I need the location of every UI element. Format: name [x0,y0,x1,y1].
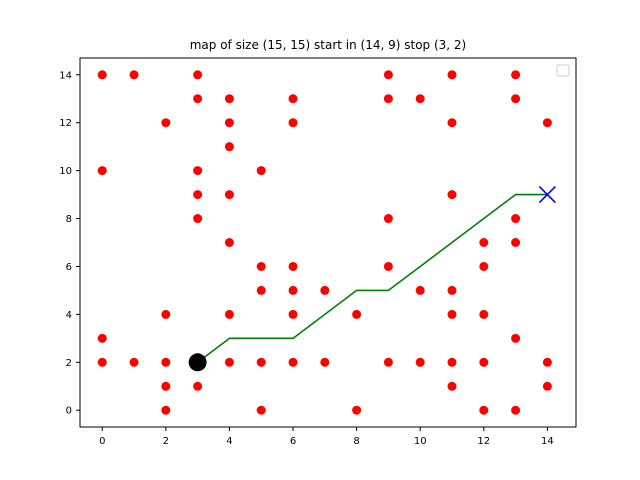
obstacle-point [256,405,266,415]
obstacle-point [288,94,298,104]
x-tick-label: 10 [414,436,427,447]
obstacle-point [224,309,234,319]
obstacle-point [383,214,393,224]
obstacle-point [383,70,393,80]
obstacle-point [288,118,298,128]
obstacle-point [161,309,171,319]
obstacle-point [415,357,425,367]
axes-frame [79,57,577,428]
obstacle-point [97,357,107,367]
obstacle-point [542,381,552,391]
obstacle-point [224,142,234,152]
obstacle-point [479,238,489,247]
obstacle-point [224,94,234,104]
obstacle-point [256,261,266,271]
x-tick-label: 2 [163,436,169,447]
obstacle-point [161,118,171,128]
obstacle-point [161,381,171,391]
obstacle-point [352,309,362,319]
y-tick-label: 12 [59,118,72,129]
y-tick-label: 4 [66,310,72,321]
obstacle-point [224,238,234,247]
obstacle-point [447,118,457,128]
path-line [197,193,548,363]
obstacle-point [415,285,425,295]
obstacle-point [511,405,521,415]
obstacle-point [511,238,521,247]
obstacle-point [161,357,171,367]
obstacle-point [129,70,139,80]
obstacle-point [447,70,457,80]
obstacle-point [447,190,457,200]
obstacle-point [320,285,330,295]
obstacle-point [256,166,266,176]
obstacle-point [193,94,203,104]
obstacle-point [256,285,266,295]
obstacle-point [352,405,362,415]
obstacle-point [288,285,298,295]
obstacle-point [288,309,298,319]
obstacle-point [224,118,234,128]
obstacle-point [511,70,521,80]
obstacle-point [542,118,552,128]
x-tick-label: 4 [226,436,232,447]
x-tick-label: 14 [541,436,554,447]
x-tick-label: 8 [353,436,359,447]
obstacle-point [224,190,234,200]
obstacle-point [129,357,139,367]
y-tick-label: 10 [59,166,72,177]
obstacle-point [447,309,457,319]
obstacle-point [193,381,203,391]
obstacle-point [97,333,107,343]
obstacle-point [447,381,457,391]
y-tick-label: 8 [66,214,72,225]
obstacle-point [511,333,521,343]
y-tick-label: 6 [66,262,72,273]
obstacle-point [479,405,489,415]
obstacle-point [479,309,489,319]
obstacle-point [383,261,393,271]
y-tick-label: 0 [66,406,72,417]
obstacle-point [383,357,393,367]
start-marker [538,186,556,204]
obstacle-point [415,94,425,104]
obstacle-point [193,70,203,80]
chart-title: map of size (15, 15) start in (14, 9) st… [190,38,467,52]
x-tick-label: 0 [99,436,105,447]
x-tick-label: 6 [290,436,296,447]
obstacle-point [97,70,107,80]
obstacle-point [542,357,552,367]
x-tick-label: 12 [477,436,490,447]
stop-marker [188,353,207,372]
axes: 0 2 4 6 8 10 12 14 0 2 4 6 8 10 12 14 [59,57,577,447]
start-marker-stroke [538,186,556,204]
obstacle-point [193,214,203,224]
obstacle-point [97,166,107,176]
obstacle-point [161,405,171,415]
obstacle-point [511,94,521,104]
obstacle-point [288,261,298,271]
obstacle-point [224,357,234,367]
obstacle-point [256,357,266,367]
plot-area [97,70,556,415]
obstacle-point [479,261,489,271]
legend-box [556,64,570,77]
obstacle-point [447,285,457,295]
y-tick-label: 2 [66,358,72,369]
obstacle-point [447,357,457,367]
obstacle-point [193,166,203,176]
obstacle-point [193,190,203,200]
obstacle-point [511,214,521,224]
obstacle-point [320,357,330,367]
y-tick-label: 14 [59,70,72,81]
obstacle-point [479,357,489,367]
obstacle-point [383,94,393,104]
obstacle-point [288,357,298,367]
